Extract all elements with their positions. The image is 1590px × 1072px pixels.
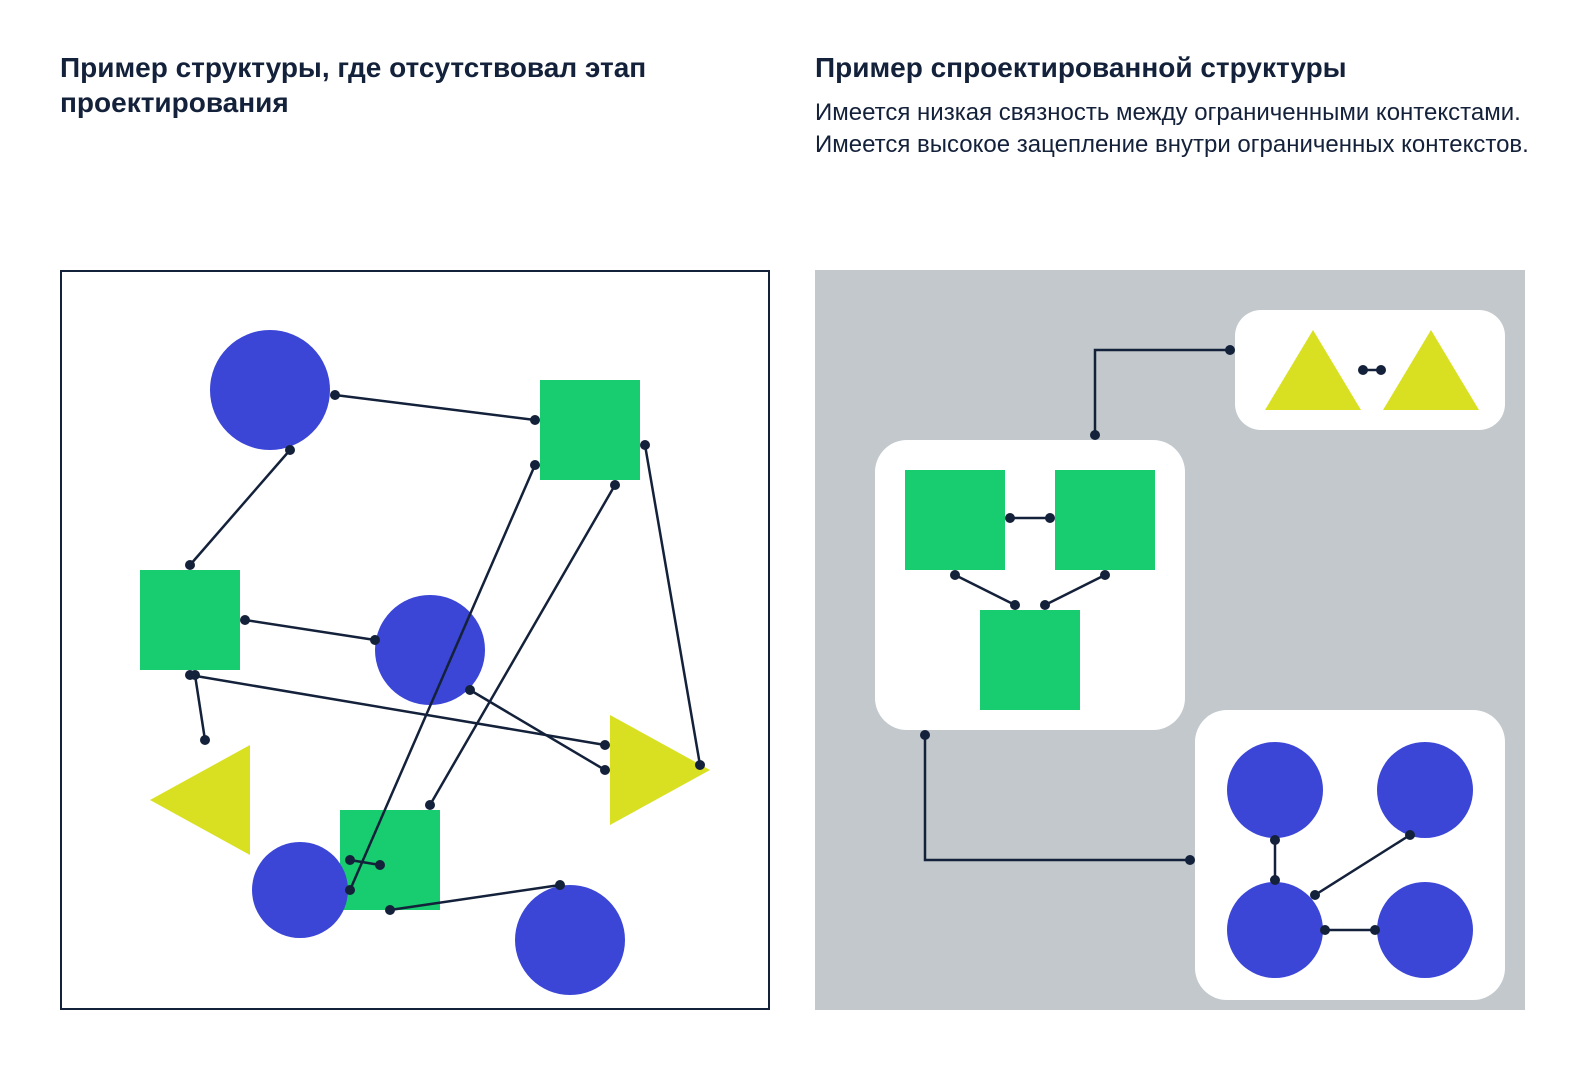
left-diagram	[60, 270, 770, 1010]
edge-endpoint	[695, 760, 705, 770]
edge-endpoint	[385, 905, 395, 915]
node-square	[980, 610, 1080, 710]
edge-endpoint	[610, 480, 620, 490]
edge-endpoint	[185, 560, 195, 570]
edge-endpoint	[1270, 835, 1280, 845]
edge-endpoint	[530, 460, 540, 470]
node-circle	[1227, 742, 1323, 838]
right-description: Имеется низкая связность между ограничен…	[815, 97, 1530, 162]
edge-endpoint	[1090, 430, 1100, 440]
edge-endpoint	[555, 880, 565, 890]
edge-endpoint	[345, 885, 355, 895]
node-circle	[515, 885, 625, 995]
edge-endpoint	[1270, 875, 1280, 885]
edge-endpoint	[1370, 925, 1380, 935]
node-square	[1055, 470, 1155, 570]
edge-endpoint	[640, 440, 650, 450]
edge-endpoint	[1405, 830, 1415, 840]
edge-endpoint	[330, 390, 340, 400]
edge-endpoint	[600, 765, 610, 775]
edge-endpoint	[185, 670, 195, 680]
node-square	[140, 570, 240, 670]
edge-endpoint	[530, 415, 540, 425]
left-panel	[60, 270, 775, 1022]
edge-endpoint	[1225, 345, 1235, 355]
node-circle	[1227, 882, 1323, 978]
edge-endpoint	[920, 730, 930, 740]
edge-endpoint	[1005, 513, 1015, 523]
right-panel	[815, 270, 1530, 1022]
right-diagram	[815, 270, 1525, 1010]
edge-endpoint	[1040, 600, 1050, 610]
edge-endpoint	[1100, 570, 1110, 580]
edge-endpoint	[240, 615, 250, 625]
left-title: Пример структуры, где отсутствовал этап …	[60, 50, 775, 120]
node-circle	[252, 842, 348, 938]
node-square	[905, 470, 1005, 570]
edge-endpoint	[1320, 925, 1330, 935]
right-column: Пример спроектированной структуры Имеетс…	[815, 50, 1530, 1022]
edge-endpoint	[600, 740, 610, 750]
node-circle	[210, 330, 330, 450]
edge-endpoint	[465, 685, 475, 695]
edge-endpoint	[1185, 855, 1195, 865]
page: Пример структуры, где отсутствовал этап …	[0, 0, 1590, 1072]
left-column: Пример структуры, где отсутствовал этап …	[60, 50, 775, 1022]
edge-endpoint	[375, 860, 385, 870]
edge-endpoint	[1358, 365, 1368, 375]
edge-endpoint	[1010, 600, 1020, 610]
edge-endpoint	[1310, 890, 1320, 900]
edge-endpoint	[370, 635, 380, 645]
edge-endpoint	[1376, 365, 1386, 375]
node-circle	[1377, 882, 1473, 978]
edge-endpoint	[345, 855, 355, 865]
edge-endpoint	[425, 800, 435, 810]
left-text-block: Пример структуры, где отсутствовал этап …	[60, 50, 775, 270]
node-circle	[1377, 742, 1473, 838]
edge-endpoint	[285, 445, 295, 455]
right-title: Пример спроектированной структуры	[815, 50, 1530, 85]
edge-endpoint	[1045, 513, 1055, 523]
edge-endpoint	[950, 570, 960, 580]
right-text-block: Пример спроектированной структуры Имеетс…	[815, 50, 1530, 270]
node-square	[540, 380, 640, 480]
edge-endpoint	[200, 735, 210, 745]
